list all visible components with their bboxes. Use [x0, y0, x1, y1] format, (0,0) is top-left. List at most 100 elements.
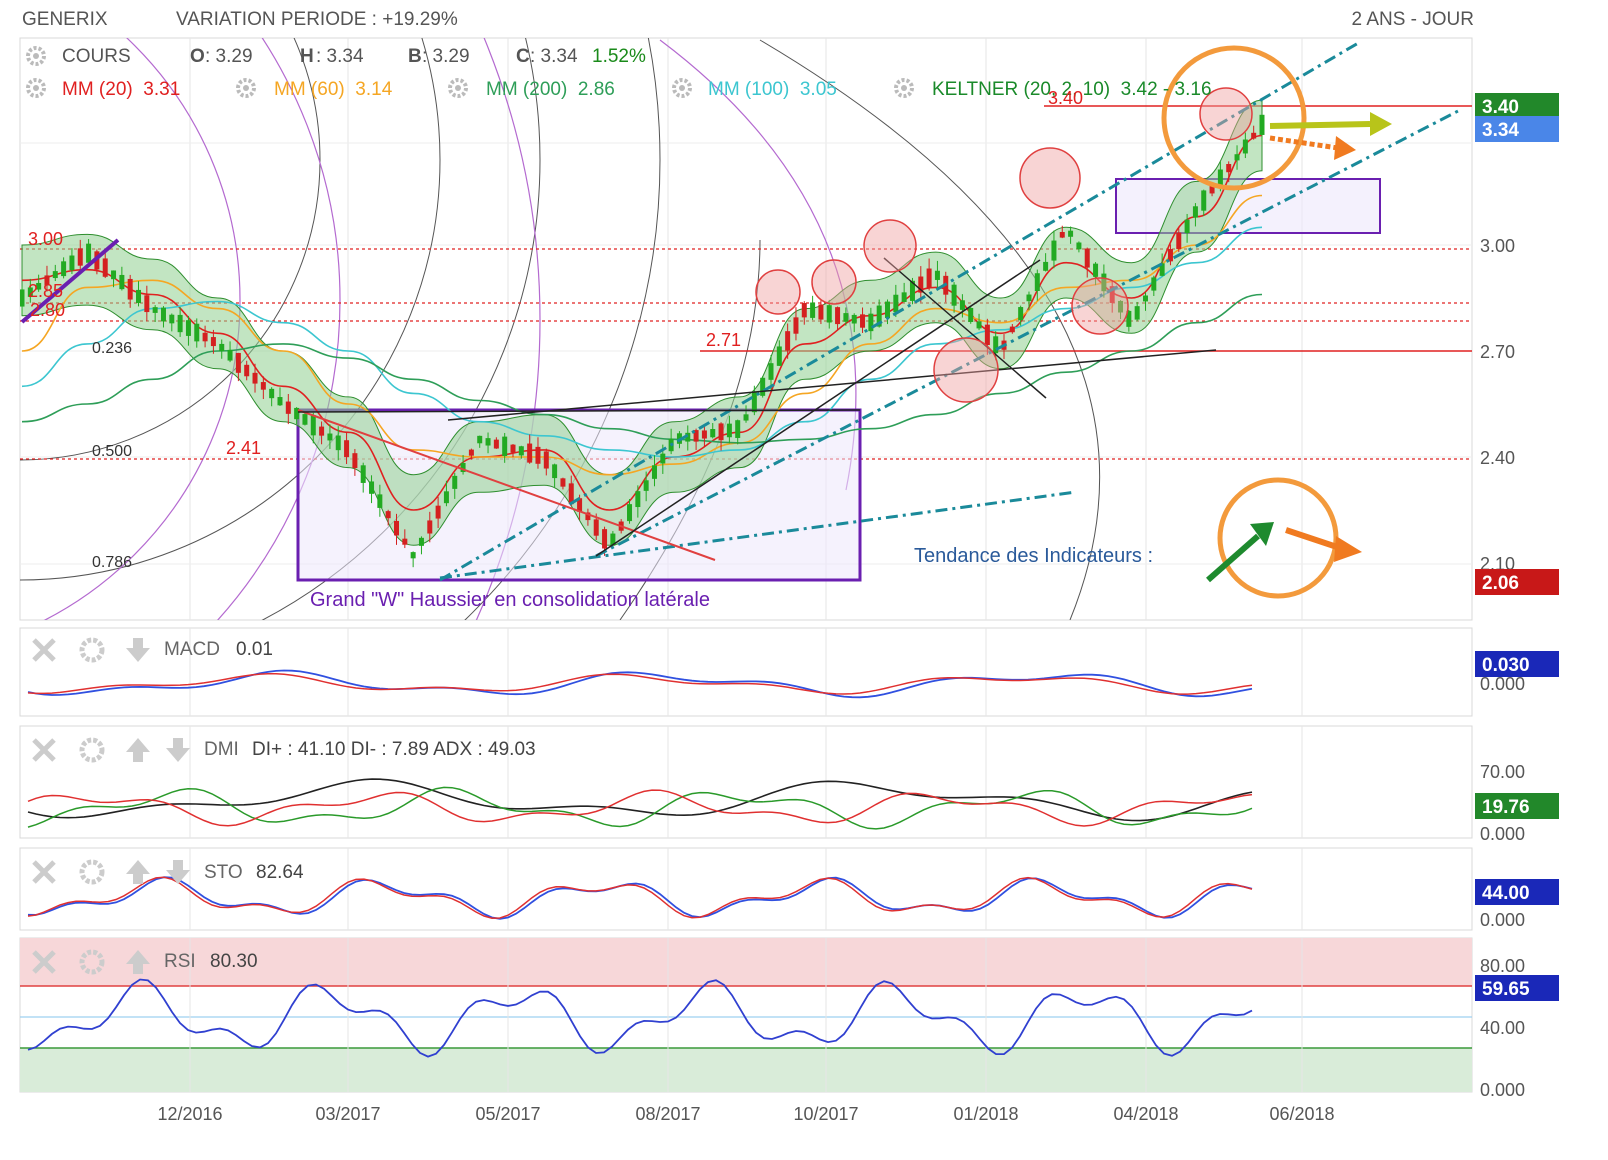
- candle-body: [327, 433, 333, 441]
- rsi-line: [27, 978, 1253, 1058]
- candle-body: [1226, 164, 1232, 173]
- candle-body: [319, 426, 325, 436]
- gear-icon: [26, 78, 46, 98]
- gear-icon-center: [243, 85, 249, 91]
- legend-c-label: C: [516, 46, 530, 67]
- macd-lines: [27, 669, 1253, 699]
- candle-body: [635, 491, 641, 508]
- candle-body: [768, 363, 774, 380]
- candle-body: [460, 462, 466, 473]
- candle-body: [1093, 263, 1099, 277]
- candle-body: [185, 320, 191, 336]
- candle-body: [244, 364, 250, 377]
- legend-b-value: : 3.29: [422, 46, 470, 67]
- candle-body: [843, 313, 849, 322]
- arrow-down-icon: [166, 738, 190, 762]
- candle-body: [793, 317, 799, 334]
- dmi-badge-bg: [1475, 793, 1559, 819]
- candle-body: [602, 529, 608, 549]
- value-badges: 3.403.34 2.06 0.030 19.76 44.00 59.65: [1475, 93, 1559, 1001]
- candle-body: [69, 255, 75, 271]
- candle-body: [785, 331, 791, 351]
- candle-body: [743, 414, 749, 421]
- di-plus-line: [27, 786, 1253, 830]
- indicator-tick-label: 80.00: [1480, 956, 1525, 976]
- candle-body: [968, 308, 974, 323]
- gear-icon: [236, 78, 256, 98]
- candle-body: [485, 438, 491, 446]
- candle-body: [726, 423, 732, 438]
- price-axis: 3.00 2.70 2.40 2.10 0.000 70.00 0.000 0.000 80.0…: [1480, 236, 1525, 1100]
- candle-body: [1118, 300, 1124, 313]
- candle-body: [593, 519, 599, 536]
- candle-body: [119, 274, 125, 290]
- candle-body: [1034, 273, 1040, 292]
- candle-body: [1101, 273, 1107, 292]
- time-tick-label: 05/2017: [475, 1104, 540, 1124]
- candle-body: [377, 494, 383, 508]
- macd-line: [27, 669, 1253, 699]
- candle-body: [1201, 190, 1207, 211]
- candle-body: [260, 382, 266, 390]
- fibonacci-arc: [464, 38, 661, 620]
- close-icon: [32, 950, 56, 974]
- legend-o-label: O: [190, 46, 205, 67]
- candle-body: [443, 491, 449, 504]
- legend-ma60: MM (60) 3.14: [274, 79, 393, 100]
- indicator-tick-label: 0.000: [1480, 1080, 1525, 1100]
- candle-body: [868, 313, 874, 332]
- time-tick-label: 10/2017: [793, 1104, 858, 1124]
- candle-body: [543, 451, 549, 469]
- candle-body: [1009, 326, 1015, 333]
- panel-control-icons[interactable]: [32, 637, 190, 975]
- legend-gear-icons[interactable]: [26, 46, 914, 98]
- alt-arrow-head: [1334, 136, 1356, 160]
- legend-o-value: : 3.29: [205, 46, 253, 67]
- fib-label-0236: 0.236: [92, 340, 132, 357]
- close-icon: [32, 860, 56, 884]
- candle-body: [976, 321, 982, 329]
- sto-badge-bg: [1475, 879, 1559, 905]
- sto-d-line: [27, 876, 1253, 919]
- candle-body: [735, 420, 741, 438]
- channel-upper: [439, 40, 1361, 582]
- candle-body: [535, 446, 541, 464]
- candle-body: [27, 287, 33, 297]
- arrow-down-icon: [166, 860, 190, 884]
- candle-body: [1076, 242, 1082, 250]
- candle-body: [1184, 219, 1190, 234]
- down-arrow-shaft: [1285, 527, 1341, 551]
- candle-body: [235, 352, 241, 373]
- up-arrow-head: [1250, 522, 1274, 546]
- candle-body: [344, 440, 350, 458]
- time-tick-label: 06/2018: [1269, 1104, 1334, 1124]
- price-tick-label: 3.00: [1480, 236, 1515, 256]
- macd-panel-frame: [19, 627, 1473, 717]
- time-tick-label: 04/2018: [1113, 1104, 1178, 1124]
- candle-body: [427, 520, 433, 534]
- candle-body: [136, 289, 142, 304]
- legend-change: 1.52%: [592, 46, 646, 67]
- candle-body: [352, 453, 358, 469]
- highlight-circles: [755, 45, 1307, 403]
- candle-body: [335, 435, 341, 451]
- indicator-tick-label: 40.00: [1480, 1018, 1525, 1038]
- ma-line-mm20: [21, 134, 1263, 511]
- candle-body: [219, 343, 225, 352]
- candle-body: [160, 307, 166, 322]
- highlight-circle: [1199, 87, 1253, 141]
- candle-body: [527, 443, 533, 463]
- trend-label: Tendance des Indicateurs :: [914, 545, 1153, 567]
- di-minus-line: [27, 789, 1253, 827]
- candle-body: [1059, 232, 1065, 238]
- candle-body: [627, 504, 633, 522]
- ma-line-mm60: [21, 194, 1263, 476]
- projection-arrow-head: [1370, 112, 1392, 136]
- price-badge-high-bg: [1475, 93, 1559, 119]
- candle-body: [202, 332, 208, 342]
- time-tick-label: 01/2018: [953, 1104, 1018, 1124]
- downtrend-line: [297, 409, 716, 561]
- gear-icon-center: [33, 85, 39, 91]
- candle-body: [227, 349, 233, 361]
- candle-body: [144, 295, 150, 313]
